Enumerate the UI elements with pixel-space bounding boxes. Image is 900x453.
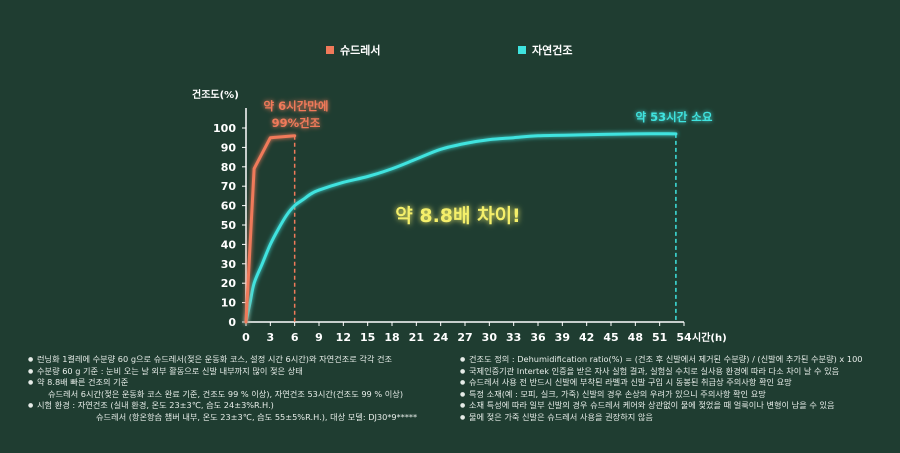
y-tick-label: 10 <box>221 297 237 310</box>
x-tick-label: 39 <box>555 331 570 344</box>
x-tick-label: 21 <box>409 331 424 344</box>
note-item: 소재 특성에 따라 일부 신발의 경우 슈드레서 케어와 상관없이 물에 젖었을… <box>460 400 863 412</box>
y-tick-label: 60 <box>221 200 237 213</box>
legend-label-shoe-dresser: 슈드레서 <box>340 43 380 57</box>
note-item: 시험 환경 : 자연건조 (실내 환경, 온도 23±3℃, 습도 24±3%R… <box>28 400 417 412</box>
note-item: 슈드레서 (항온항습 챔버 내부, 온도 23±3℃, 습도 55±5%R.H.… <box>96 411 418 422</box>
annotation-shoe-line2: 99%건조 <box>272 116 321 130</box>
x-tick-label: 36 <box>530 331 546 344</box>
y-tick-label: 70 <box>221 180 237 193</box>
x-tick-label: 45 <box>603 331 618 344</box>
x-tick-label: 18 <box>384 331 399 344</box>
note-item: 특정 소재(예 : 모피, 실크, 가죽) 신발의 경우 손상의 우려가 있으니… <box>460 389 863 401</box>
legend-swatch-natural-dry <box>518 46 526 54</box>
x-tick-label: 48 <box>628 331 643 344</box>
x-tick-label: 51 <box>652 331 667 344</box>
y-tick-label: 40 <box>221 238 237 251</box>
x-tick-label: 6 <box>291 331 299 344</box>
y-tick-label: 80 <box>221 161 237 174</box>
note-item: 국제인증기관 Intertek 인증을 받은 자사 실험 결과, 실험실 수치로… <box>460 366 863 378</box>
legend-swatch-shoe-dresser <box>326 46 334 54</box>
x-tick-label: 27 <box>457 331 472 344</box>
x-tick-label: 33 <box>506 331 521 344</box>
drying-chart: 슈드레서 자연건조 건조도(%) 시간(h) 01020304050607080… <box>192 43 727 344</box>
y-tick-label: 0 <box>228 316 236 329</box>
y-tick-label: 50 <box>221 219 237 232</box>
x-tick-label: 30 <box>482 331 498 344</box>
x-tick-label: 24 <box>433 331 449 344</box>
note-item: 슈드레서 사용 전 반드시 신발에 부착된 라벨과 신발 구입 시 동봉된 취급… <box>460 377 863 389</box>
y-tick-label: 90 <box>221 141 237 154</box>
x-tick-label: 9 <box>315 331 323 344</box>
note-item: 약 8.8배 빠른 건조의 기준 <box>28 377 417 389</box>
series-shoe-dresser-line <box>244 134 297 324</box>
annotation-center: 약 8.8배 차이! <box>395 205 520 227</box>
annotation-shoe-line1: 약 6시간만에 <box>264 99 329 113</box>
x-tick-label: 54 <box>676 331 692 344</box>
note-item: 슈드레서 6시간(젖은 운동화 코스 완료 기준, 건조도 99 % 이상), … <box>48 388 404 399</box>
note-item: 수분량 60 g 기준 : 눈비 오는 날 외부 활동으로 신발 내부까지 많이… <box>28 366 417 378</box>
x-axis-label: 시간(h) <box>692 331 727 344</box>
x-tick-label: 3 <box>267 331 275 344</box>
legend-label-natural-dry: 자연건조 <box>532 43 572 57</box>
note-item: 물에 젖은 가죽 신발은 슈드레서 사용을 권장하지 않음 <box>460 412 863 424</box>
notes-left: 런닝화 1켤레에 수분량 60 g으로 슈드레서(젖은 운동화 코스, 설정 시… <box>28 354 417 424</box>
x-tick-label: 12 <box>336 331 351 344</box>
annotation-natural: 약 53시간 소요 <box>636 110 713 124</box>
note-item: 런닝화 1켤레에 수분량 60 g으로 슈드레서(젖은 운동화 코스, 설정 시… <box>28 354 417 366</box>
y-tick-label: 100 <box>213 122 236 135</box>
y-tick-label: 30 <box>221 258 237 271</box>
x-tick-label: 42 <box>579 331 594 344</box>
x-tick-label: 15 <box>360 331 375 344</box>
series-natural-dry-line <box>244 132 678 324</box>
note-item: 건조도 정의 : Dehumidification ratio(%) = (건조… <box>460 354 863 366</box>
x-tick-label: 0 <box>242 331 250 344</box>
y-axis-label: 건조도(%) <box>192 88 239 101</box>
notes-right: 건조도 정의 : Dehumidification ratio(%) = (건조… <box>460 354 863 424</box>
y-tick-label: 20 <box>221 277 237 290</box>
